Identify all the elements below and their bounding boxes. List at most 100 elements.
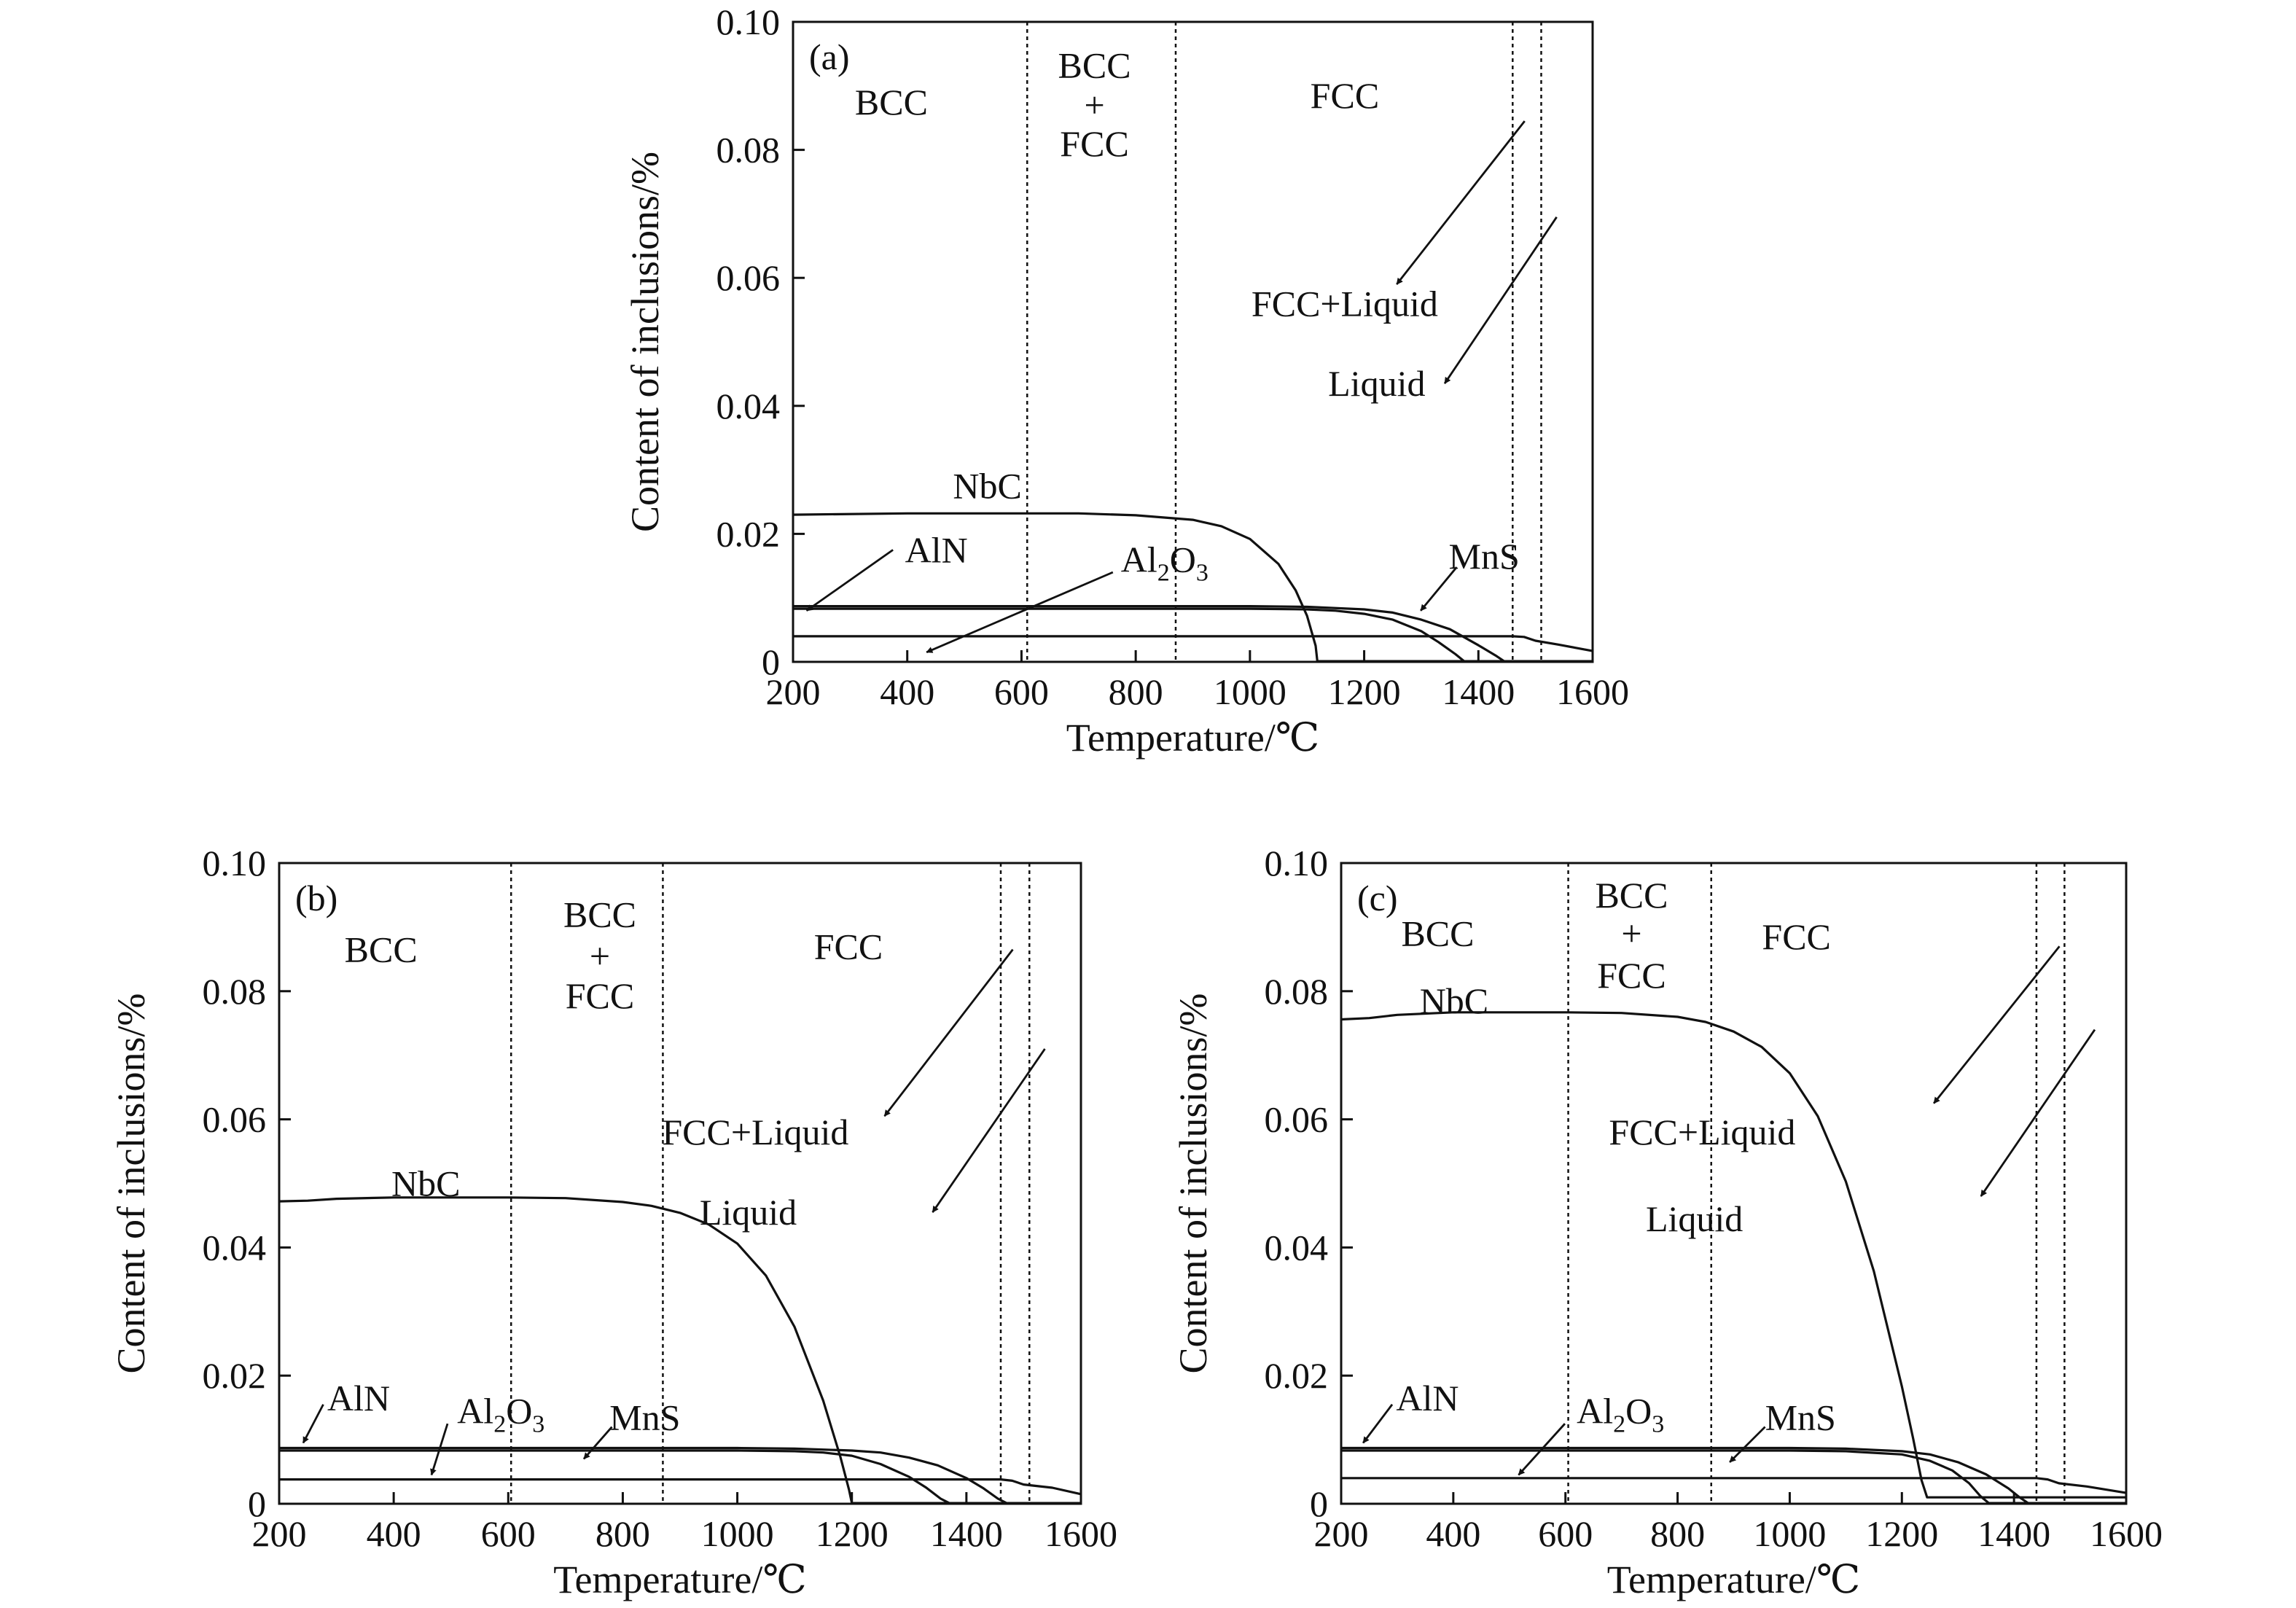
chart-panel-b: 200 400 600 800 1000 1200 1400 1600 0 0.02 0.04 0.0… <box>109 843 1117 1601</box>
phase-label-liquid: Liquid <box>1328 363 1425 404</box>
chart-panel-a: 200 400 600 800 1000 1200 1400 1600 0 0.02 0.04 0.0… <box>623 1 1629 760</box>
y-tick-label: 0.10 <box>716 1 781 42</box>
phase-label-fcc-liquid: FCC+Liquid <box>662 1112 848 1152</box>
y-tick-label: 0.06 <box>1265 1099 1329 1140</box>
phase-label-fcc-liquid: FCC+Liquid <box>1252 283 1438 324</box>
phase-label-fcc: FCC <box>814 926 883 967</box>
arrow-to-fcc-liquid <box>1933 945 2061 1104</box>
y-tick-label: 0.08 <box>1265 971 1329 1012</box>
phase-label-bcc-fcc-bottom: FCC <box>1060 123 1129 164</box>
y-axis-label: Content of inclusions/% <box>623 152 667 532</box>
x-axis-label: Temperature/℃ <box>1066 716 1319 760</box>
y-tick-label: 0.06 <box>203 1099 267 1140</box>
y-tick-label: 0.02 <box>1265 1355 1329 1396</box>
series-aln-line <box>1341 1446 2126 1504</box>
x-tick-label: 400 <box>880 671 934 712</box>
series-al2o3-line <box>279 1449 1081 1504</box>
series-label-aln: AlN <box>905 529 968 570</box>
arrow-to-al2o3 <box>1518 1423 1566 1476</box>
arrow-to-mns <box>1420 566 1458 612</box>
arrow-to-aln <box>302 1404 324 1444</box>
arrow-to-al2o3 <box>926 571 1114 654</box>
arrow-to-al2o3 <box>430 1423 449 1476</box>
x-tick-label: 1600 <box>2090 1513 2163 1554</box>
panel-label: (b) <box>295 878 337 918</box>
phase-label-liquid: Liquid <box>700 1192 797 1233</box>
y-tick-label: 0 <box>1310 1483 1328 1524</box>
series-label-al2o3: Al2O3 <box>1577 1391 1664 1438</box>
arrow-to-liquid <box>1980 1029 2096 1197</box>
series-mns-line <box>793 635 1593 652</box>
y-axis-label: Content of inclusions/% <box>109 994 153 1374</box>
panel-label: (a) <box>809 36 850 77</box>
phase-label-liquid: Liquid <box>1646 1198 1743 1239</box>
phase-label-bcc: BCC <box>855 82 928 122</box>
x-tick-label: 1600 <box>1044 1513 1117 1554</box>
x-tick-label: 1200 <box>816 1513 889 1554</box>
series-nbc-line <box>278 1196 1081 1504</box>
arrow-to-aln <box>1362 1403 1394 1444</box>
y-tick-label: 0.08 <box>716 130 781 171</box>
phase-label-bcc: BCC <box>1401 913 1474 954</box>
x-tick-label: 200 <box>766 671 821 712</box>
y-tick-label: 0.02 <box>203 1355 267 1396</box>
x-tick-label: 1000 <box>1214 671 1286 712</box>
series-al2o3-line <box>1341 1449 2126 1504</box>
y-tick-label: 0.08 <box>203 971 267 1012</box>
x-tick-label: 400 <box>1426 1513 1480 1554</box>
series-label-mns: MnS <box>1765 1397 1836 1437</box>
series-nbc-line <box>1340 1011 2126 1499</box>
x-tick-label: 1400 <box>1442 671 1515 712</box>
chart-panel-c: 200 400 600 800 1000 1200 1400 1600 0 0.02 0.04 0.0… <box>1171 843 2163 1601</box>
y-tick-label: 0 <box>248 1483 266 1524</box>
arrow-to-mns <box>1729 1426 1766 1463</box>
y-tick-label: 0.04 <box>203 1227 267 1268</box>
x-tick-label: 200 <box>252 1513 307 1554</box>
arrow-to-liquid <box>932 1048 1046 1213</box>
x-tick-label: 800 <box>1650 1513 1705 1554</box>
x-tick-label: 600 <box>1538 1513 1593 1554</box>
series-nbc-line <box>792 512 1593 663</box>
phase-label-fcc-liquid: FCC+Liquid <box>1609 1112 1795 1152</box>
x-tick-label: 800 <box>596 1513 650 1554</box>
x-tick-label: 200 <box>1314 1513 1369 1554</box>
x-tick-label: 600 <box>994 671 1049 712</box>
phase-label-bcc: BCC <box>345 929 418 970</box>
series-aln-line <box>793 605 1593 663</box>
y-tick-label: 0 <box>762 641 780 682</box>
y-tick-label: 0.10 <box>1265 843 1329 883</box>
phase-label-plus: + <box>1621 913 1641 954</box>
arrow-to-mns <box>582 1426 613 1460</box>
phase-label-bcc-fcc-top: BCC <box>1595 875 1668 916</box>
arrow-to-liquid <box>1443 216 1558 384</box>
phase-label-bcc-fcc-bottom: FCC <box>1597 955 1666 996</box>
series-label-aln: AlN <box>1396 1378 1459 1418</box>
series-label-mns: MnS <box>1449 536 1520 577</box>
phase-label-fcc: FCC <box>1762 916 1831 957</box>
x-tick-label: 1400 <box>930 1513 1003 1554</box>
phase-label-bcc-fcc-top: BCC <box>563 894 636 934</box>
plot-frame <box>278 862 1082 1505</box>
y-tick-label: 0.04 <box>716 386 781 426</box>
arrow-to-aln <box>805 549 894 612</box>
series-label-mns: MnS <box>609 1397 680 1437</box>
y-tick-label: 0.06 <box>716 257 781 298</box>
phase-label-plus: + <box>590 935 610 976</box>
series-aln-line <box>279 1446 1081 1504</box>
y-tick-label: 0.02 <box>716 513 781 554</box>
plot-frame <box>1340 862 2128 1505</box>
x-tick-label: 1200 <box>1865 1513 1938 1554</box>
x-axis-label: Temperature/℃ <box>1607 1558 1860 1601</box>
x-tick-label: 600 <box>481 1513 536 1554</box>
phase-label-bcc-fcc-top: BCC <box>1058 45 1131 86</box>
y-tick-label: 0.10 <box>203 843 267 883</box>
y-axis-label: Content of inclusions/% <box>1171 994 1215 1374</box>
phase-label-fcc: FCC <box>1311 75 1380 116</box>
y-tick-label: 0.04 <box>1265 1227 1329 1268</box>
panel-label: (c) <box>1357 878 1398 918</box>
series-al2o3-line <box>793 607 1593 663</box>
series-label-nbc: NbC <box>1420 980 1488 1021</box>
phase-label-plus: + <box>1084 85 1104 125</box>
series-label-al2o3: Al2O3 <box>1121 539 1208 587</box>
